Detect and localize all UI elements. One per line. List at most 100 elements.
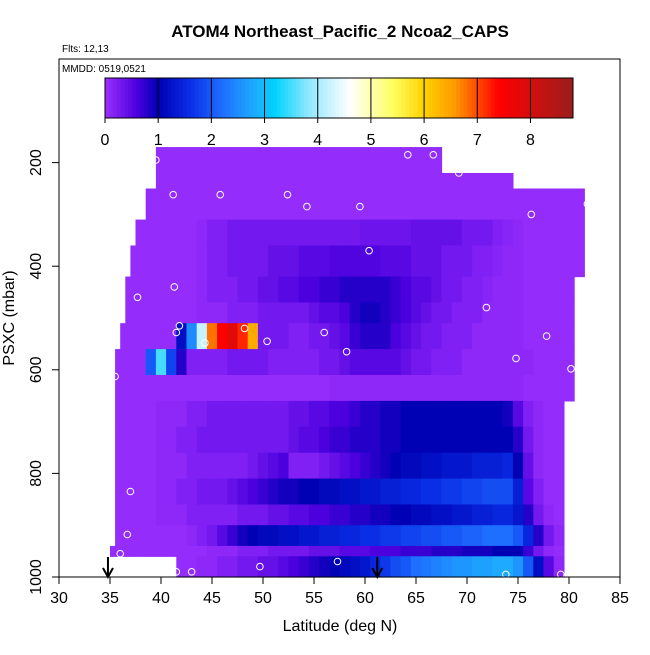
heatmap-cell [461, 349, 473, 376]
colorbar-segment [276, 78, 281, 118]
heatmap-cell [461, 545, 473, 557]
heatmap-cell [359, 302, 371, 324]
heatmap-cell [308, 349, 320, 376]
heatmap-cell [329, 556, 341, 578]
heatmap-cell [553, 478, 565, 506]
heatmap-cell [237, 245, 249, 278]
heatmap-cell [461, 172, 473, 190]
heatmap-cell [543, 452, 555, 480]
heatmap-cell [268, 323, 279, 350]
colorbar-tick-label: 4 [313, 132, 322, 149]
heatmap-cell [115, 374, 126, 402]
colorbar-segment [342, 78, 348, 118]
heatmap-cell [502, 172, 514, 190]
heatmap-cell [257, 188, 269, 221]
heatmap-cell [380, 172, 392, 190]
heatmap-cell [523, 556, 534, 578]
heatmap-cell [176, 188, 188, 221]
heatmap-cell [339, 172, 351, 190]
heatmap-cell [370, 374, 381, 402]
heatmap-cell [186, 400, 198, 428]
observation-marker [111, 372, 119, 381]
heatmap-cell [523, 452, 534, 480]
heatmap-cell [574, 188, 585, 221]
heatmap-cell [349, 545, 361, 557]
heatmap-cell [308, 504, 320, 526]
colorbar-segment [495, 78, 500, 118]
heatmap-cell [451, 172, 463, 190]
heatmap-cell [461, 478, 473, 506]
heatmap-cell [288, 426, 300, 454]
heatmap-cell [278, 374, 290, 402]
heatmap-cell [217, 219, 228, 247]
heatmap-cell [523, 188, 534, 221]
heatmap-cell [472, 349, 483, 376]
heatmap-cell [227, 349, 239, 376]
heatmap-cell [288, 188, 300, 221]
heatmap-cell [461, 188, 473, 221]
heatmap-cell [135, 374, 147, 402]
heatmap-cell [553, 302, 565, 324]
colorbar-segment [370, 78, 375, 118]
heatmap-cell [441, 302, 453, 324]
heatmap-cell [492, 276, 504, 304]
heatmap-cell [390, 374, 402, 402]
heatmap-cell [125, 276, 137, 304]
heatmap-cell [186, 349, 198, 376]
heatmap-cell [441, 400, 453, 428]
heatmap-cell [166, 302, 177, 324]
x-tick-label: 85 [611, 590, 629, 607]
heatmap-cell [380, 478, 392, 506]
colorbar-segment [456, 78, 461, 118]
heatmap-cell [227, 504, 239, 526]
colorbar-segment [175, 78, 180, 118]
heatmap-cell [247, 556, 259, 578]
heatmap-cell [553, 504, 565, 526]
heatmap-cell [461, 525, 473, 547]
colorbar-segment [417, 78, 422, 118]
heatmap-cell [349, 276, 361, 304]
heatmap-cell [217, 302, 228, 324]
y-tick-label: 600 [28, 356, 45, 383]
heatmap-cell [512, 188, 524, 221]
heatmap-cell [370, 400, 381, 428]
flights-label: Flts: 12,13 [62, 44, 109, 55]
heatmap-cell [247, 276, 259, 304]
colorbar-segment [218, 78, 223, 118]
x-tick-label: 65 [407, 590, 425, 607]
heatmap-cell [257, 400, 269, 428]
heatmap-cell [227, 188, 239, 221]
heatmap-cell [421, 276, 432, 304]
heatmap-cell [512, 323, 524, 350]
heatmap-cell [186, 188, 198, 221]
heatmap-cell [380, 426, 392, 454]
heatmap-cell [410, 452, 422, 480]
heatmap-cell [196, 400, 208, 428]
heatmap-cell [431, 349, 443, 376]
colorbar-segment [241, 78, 246, 118]
colorbar-segment [405, 78, 410, 118]
heatmap-cell [319, 556, 330, 578]
heatmap-cell [308, 374, 320, 402]
heatmap-cell [339, 188, 351, 221]
colorbar-segment [467, 78, 473, 118]
heatmap-cell [155, 147, 167, 174]
heatmap-cell [135, 219, 147, 247]
heatmap-cell [257, 147, 269, 174]
observation-marker [175, 322, 184, 330]
heatmap-cell [339, 374, 351, 402]
heatmap-cell [298, 302, 310, 324]
heatmap-cell [288, 276, 300, 304]
heatmap-cell [227, 452, 239, 480]
colorbar-segment [569, 78, 574, 118]
heatmap-cell [523, 545, 534, 557]
heatmap-cell [196, 478, 208, 506]
heatmap-cell [472, 525, 483, 547]
heatmap-cell [227, 147, 239, 174]
heatmap-cell [451, 478, 463, 506]
heatmap-cell [472, 478, 483, 506]
heatmap-cell [421, 302, 432, 324]
heatmap-cell [298, 525, 310, 547]
heatmap-cell [472, 323, 483, 350]
